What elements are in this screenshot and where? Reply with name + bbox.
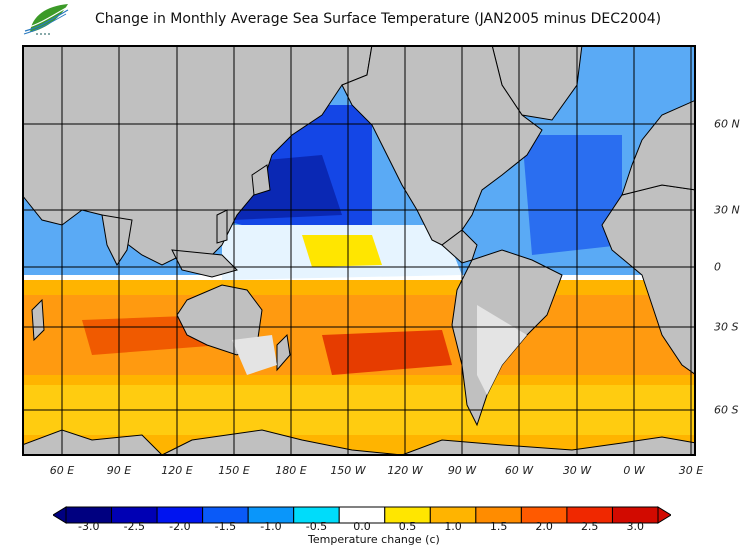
map-title: Change in Monthly Average Sea Surface Te…	[95, 11, 662, 27]
colorbar-tick-label: -1.5	[214, 520, 237, 533]
colorbar-over-arrow	[657, 506, 671, 524]
land-madagascar	[31, 298, 45, 342]
x-axis-label: 0 W	[623, 464, 645, 477]
land-india	[101, 214, 133, 266]
land-new-zealand	[276, 333, 291, 372]
land-philippines	[216, 209, 228, 244]
colorbar-tick-label: 0.0	[353, 520, 371, 533]
x-axis-label: 120 E	[161, 464, 193, 477]
y-axis-label: 60 N	[714, 117, 740, 131]
x-axis-label: 180 E	[275, 464, 307, 477]
x-axis-label: 30 E	[678, 464, 704, 477]
x-axis-label: 90 W	[447, 464, 477, 477]
sst-field-pacific-warm	[322, 330, 452, 375]
x-axis-label: 30 W	[562, 464, 592, 477]
colorbar-tick-label: 1.0	[444, 520, 462, 533]
colorbar-tick-label: 3.0	[626, 520, 644, 533]
y-axis-label: 30 S	[714, 320, 739, 334]
y-axis-label: 0	[714, 260, 721, 274]
x-axis-label: 150 E	[218, 464, 250, 477]
colorbar-tick-label: -2.0	[169, 520, 191, 533]
x-axis-label: 60 W	[504, 464, 534, 477]
y-axis-label: 30 N	[714, 203, 740, 217]
colorbar-tick-label: 1.5	[489, 520, 508, 533]
sst-map	[22, 45, 696, 456]
sst-map-canvas	[22, 45, 696, 456]
graticule	[22, 45, 696, 456]
x-axis-label: 120 W	[387, 464, 423, 477]
x-axis-label: 90 E	[106, 464, 132, 477]
x-axis-label: 60 E	[49, 464, 75, 477]
sea-ice-south-australia	[232, 335, 277, 375]
x-axis-label: 150 W	[330, 464, 366, 477]
sst-field-equatorial-warm	[302, 235, 382, 267]
colorbar-tick-label: -2.5	[123, 520, 146, 533]
colorbar-under-arrow	[53, 506, 67, 524]
colorbar-tick-label: 2.0	[535, 520, 553, 533]
sst-field-atlantic-cooling	[522, 135, 622, 255]
land-japan	[251, 164, 271, 196]
land-central-america	[441, 229, 478, 264]
colorbar	[53, 506, 671, 524]
y-axis-label: 60 S	[714, 403, 739, 417]
colorbar-tick-label: -1.0	[260, 520, 282, 533]
land-antarctica	[22, 429, 696, 456]
colorbar-tick-label: -3.0	[78, 520, 100, 533]
map-frame	[22, 45, 696, 456]
colorbar-tick-label: 0.5	[398, 520, 417, 533]
agency-logo-icon	[23, 4, 69, 35]
colorbar-title: Temperature change (c)	[308, 533, 440, 546]
colorbar-tick-label: -0.5	[305, 520, 328, 533]
colorbar-tick-label: 2.5	[580, 520, 599, 533]
